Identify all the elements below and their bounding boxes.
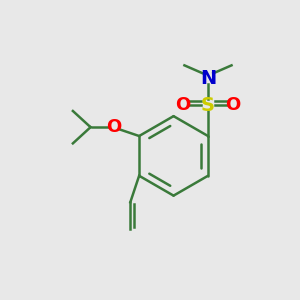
Text: S: S [201,96,215,115]
Text: O: O [106,118,122,136]
Text: O: O [225,96,241,114]
Text: O: O [175,96,190,114]
Text: N: N [200,69,216,88]
